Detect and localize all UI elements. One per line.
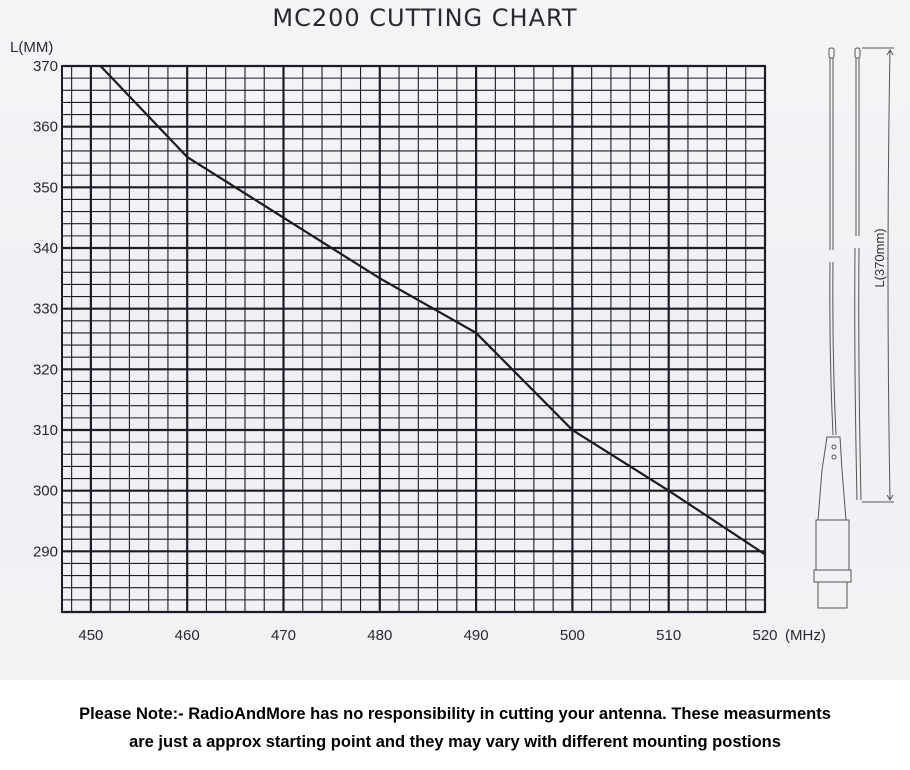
- x-tick-label: 520: [752, 627, 777, 644]
- x-tick-label: 510: [656, 627, 681, 644]
- x-tick-label: 470: [271, 627, 296, 644]
- disclaimer-note: Please Note:- RadioAndMore has no respon…: [0, 700, 910, 756]
- x-tick-label: 480: [367, 627, 392, 644]
- chart-title: MC200 CUTTING CHART: [272, 4, 577, 32]
- y-tick-label: 370: [33, 58, 58, 75]
- chart-photo: MC200 CUTTING CHART L(MM) 370 360 350 340 33…: [0, 0, 910, 680]
- x-tick-labels: 450 460 470 480 490 500 510 520: [78, 627, 777, 644]
- y-tick-label: 290: [33, 543, 58, 560]
- y-tick-labels: 370 360 350 340 330 320 310 300 290: [33, 58, 58, 560]
- y-tick-label: 340: [33, 240, 58, 257]
- antenna-diagram: L(370mm): [813, 47, 894, 609]
- x-tick-label: 460: [175, 627, 200, 644]
- antenna-section-icon: [854, 47, 862, 501]
- disclaimer-line-2: are just a approx starting point and the…: [129, 733, 781, 751]
- y-tick-label: 360: [33, 119, 58, 136]
- cutting-chart: MC200 CUTTING CHART L(MM) 370 360 350 340 33…: [10, 4, 894, 644]
- antenna-whip-icon: [813, 47, 852, 609]
- series-line: [99, 65, 766, 556]
- y-axis-label: L(MM): [10, 39, 53, 56]
- x-tick-label: 490: [464, 627, 489, 644]
- x-tick-label: 450: [78, 627, 103, 644]
- disclaimer-line-1: Please Note:- RadioAndMore has no respon…: [79, 705, 831, 723]
- x-tick-label: 500: [560, 627, 585, 644]
- length-dimension-arrow: [862, 47, 894, 503]
- y-tick-label: 300: [33, 483, 58, 500]
- y-tick-label: 350: [33, 179, 58, 196]
- y-tick-label: 320: [33, 361, 58, 378]
- x-unit-label: (MHz): [785, 627, 826, 644]
- length-label: L(370mm): [872, 228, 887, 287]
- y-tick-label: 310: [33, 422, 58, 439]
- y-tick-label: 330: [33, 301, 58, 318]
- grid: [61, 64, 767, 614]
- plot-frame: [61, 65, 766, 613]
